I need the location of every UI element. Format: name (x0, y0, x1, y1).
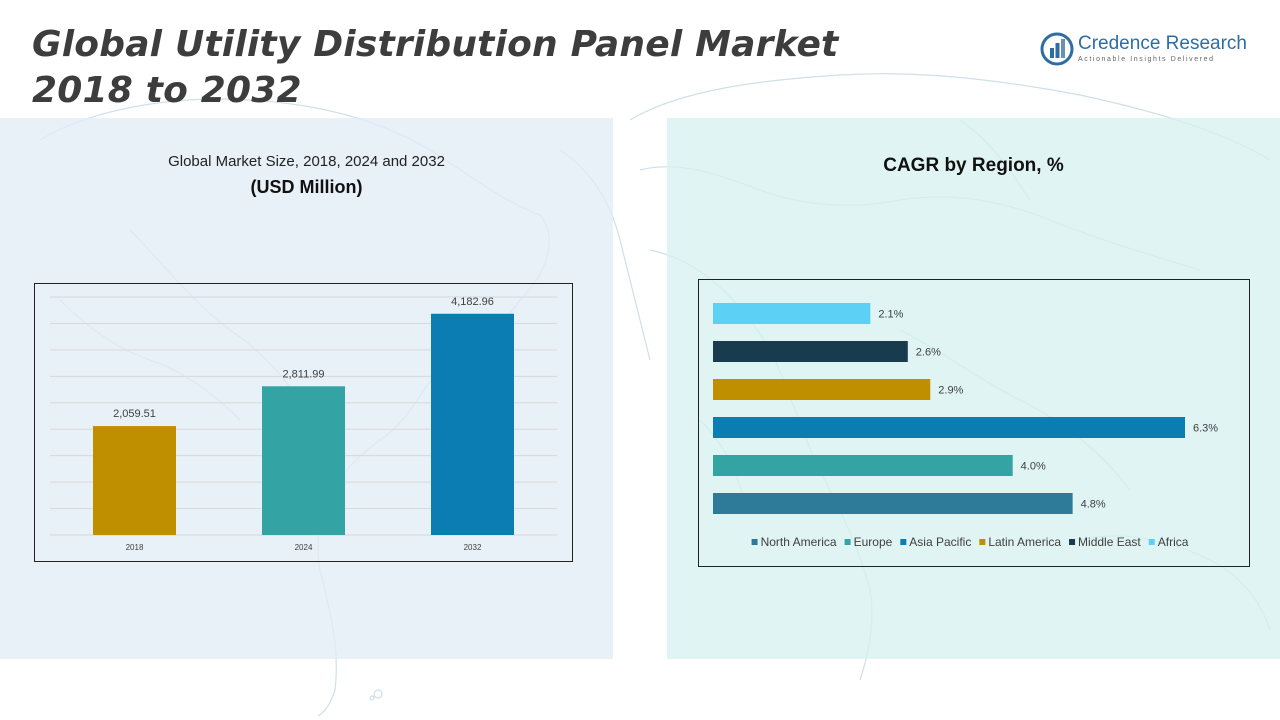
bar-2018 (93, 426, 176, 535)
legend-label: Europe (854, 535, 893, 549)
legend-swatch (751, 539, 758, 545)
logo-name: Credence Research (1078, 33, 1247, 54)
hbar-africa (713, 303, 871, 324)
market-size-bar-chart: 2,059.51 2018 2,811.99 2024 4,182.96 2032 (50, 296, 557, 552)
x-tick-label: 2032 (464, 543, 482, 552)
cagr-legend: North America Europe Asia Pacific Latin Ame… (751, 535, 1189, 549)
legend-swatch (1148, 539, 1155, 545)
bar-value-label: 2,059.51 (113, 408, 156, 420)
legend-label: Asia Pacific (909, 535, 971, 549)
page-title: Global Utility Distribution Panel Market… (32, 22, 838, 114)
hbar-north-america (713, 493, 1073, 514)
market-size-chart-title: Global Market Size, 2018, 2024 and 2032 (168, 153, 445, 170)
cagr-horizontal-bar-chart: 2.1% 2.6% 2.9% 6.3% 4.0% 4.8% North America Eur… (713, 303, 1218, 549)
legend-label: Middle East (1078, 535, 1141, 549)
hbar-value-label: 4.0% (1021, 461, 1046, 473)
hbar-europe (713, 455, 1013, 476)
page-title-line2: 2018 to 2032 (32, 70, 302, 111)
hbar-value-label: 2.9% (938, 385, 963, 397)
legend-swatch (844, 539, 851, 545)
legend-label: North America (761, 535, 837, 549)
bar-2032 (431, 313, 514, 535)
market-size-chart-unit: (USD Million) (250, 177, 363, 197)
hbar-value-label: 2.6% (916, 347, 941, 359)
bar-value-label: 4,182.96 (451, 296, 494, 308)
hbar-asia-pacific (713, 417, 1185, 438)
page-title-line1: Global Utility Distribution Panel Market (32, 24, 839, 65)
x-tick-label: 2018 (126, 543, 144, 552)
legend-swatch (1069, 539, 1076, 545)
hbar-middle-east (713, 341, 908, 362)
legend-label: Latin America (988, 535, 1061, 549)
bar-chart-logo-icon (1040, 32, 1074, 66)
logo-tagline: Actionable Insights Delivered (1078, 56, 1215, 63)
cagr-chart-title: CAGR by Region, % (883, 155, 1064, 176)
bar-value-label: 2,811.99 (282, 368, 324, 380)
hbar-value-label: 2.1% (878, 309, 903, 321)
hbar-latin-america (713, 379, 931, 400)
legend-swatch (979, 539, 986, 545)
company-logo: Credence Research Actionable Insights De… (1040, 30, 1255, 70)
bar-2024 (262, 386, 345, 535)
cagr-chart-frame: 2.1% 2.6% 2.9% 6.3% 4.0% 4.8% North America Eur… (698, 279, 1250, 567)
market-size-chart-frame: 2,059.51 2018 2,811.99 2024 4,182.96 2032 (34, 283, 573, 562)
legend-swatch (900, 539, 907, 545)
hbar-value-label: 6.3% (1193, 423, 1218, 435)
hbar-value-label: 4.8% (1081, 499, 1106, 511)
legend-label: Africa (1158, 535, 1189, 549)
x-tick-label: 2024 (295, 543, 313, 552)
